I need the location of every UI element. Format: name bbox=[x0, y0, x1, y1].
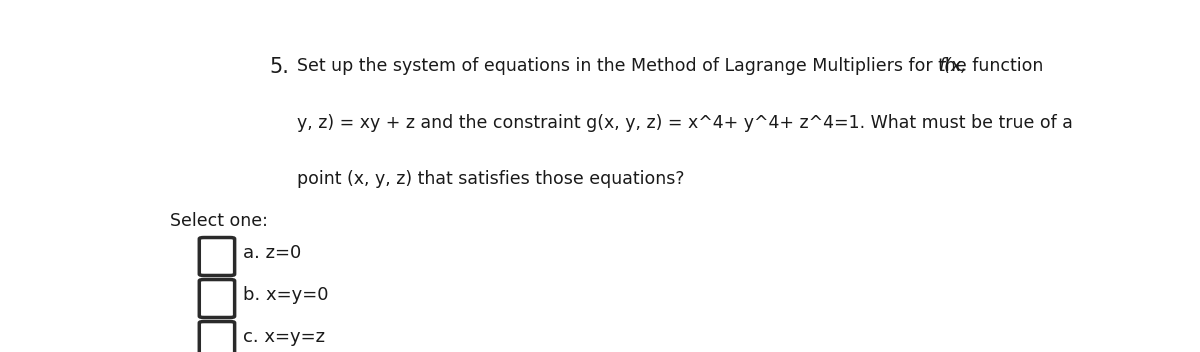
Text: 5.: 5. bbox=[269, 57, 289, 77]
Text: b. x=y=0: b. x=y=0 bbox=[242, 286, 329, 304]
FancyBboxPatch shape bbox=[199, 321, 235, 352]
Text: a. z=0: a. z=0 bbox=[242, 244, 301, 262]
Text: Select one:: Select one: bbox=[170, 212, 269, 230]
Text: f(x,: f(x, bbox=[938, 57, 967, 75]
Text: point (x, y, z) that satisfies those equations?: point (x, y, z) that satisfies those equ… bbox=[296, 170, 684, 188]
Text: c. x=y=z: c. x=y=z bbox=[242, 328, 325, 346]
FancyBboxPatch shape bbox=[199, 279, 235, 318]
FancyBboxPatch shape bbox=[199, 238, 235, 276]
Text: y, z) = xy + z and the constraint g(x, y, z) = x^4+ y^4+ z^4=1. What must be tru: y, z) = xy + z and the constraint g(x, y… bbox=[296, 114, 1073, 132]
Text: Set up the system of equations in the Method of Lagrange Multipliers for the fun: Set up the system of equations in the Me… bbox=[296, 57, 1049, 75]
